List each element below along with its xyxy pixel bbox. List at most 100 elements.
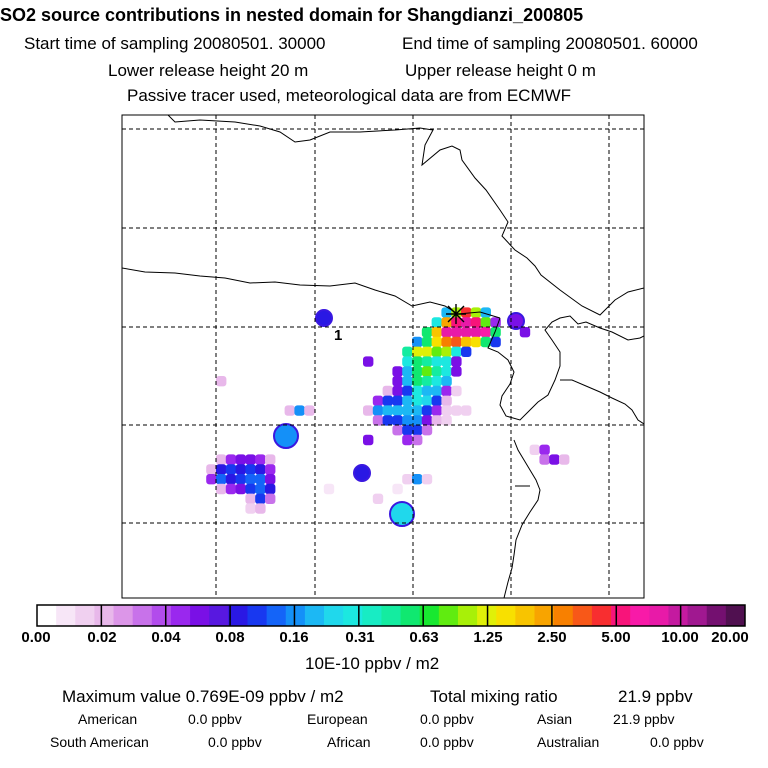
field-cell: [294, 405, 305, 416]
coastline-liaodong: [560, 379, 644, 425]
field-cell: [421, 327, 433, 338]
colorbar-segment: [209, 605, 229, 626]
colorbar-segment: [37, 605, 57, 626]
field-cell: [490, 327, 501, 338]
region-asian-value: 21.9 ppbv: [613, 711, 675, 727]
field-cell: [461, 327, 472, 338]
field-cell: [284, 405, 295, 416]
end-time-label: End time of sampling 20080501. 60000: [402, 34, 698, 53]
colorbar-tick-label: 0.00: [21, 629, 51, 646]
colorbar-segment: [324, 605, 344, 626]
field-cell: [255, 503, 266, 514]
station-marker: [446, 304, 466, 324]
colorbar-segment: [668, 605, 688, 626]
colorbar-segment: [687, 605, 708, 626]
colorbar-tick-label: 5.00: [601, 629, 631, 646]
colorbar-tick-label: 10.00: [661, 629, 699, 646]
field-cell: [539, 444, 550, 455]
field-cell: [421, 415, 433, 426]
field-cell: [245, 483, 256, 495]
field-cell: [245, 493, 256, 504]
field-cell: [549, 454, 560, 465]
field-cell: [529, 444, 540, 455]
field-cell: [216, 376, 227, 387]
field-cell: [480, 327, 491, 338]
field-cell: [392, 376, 403, 387]
station-number: 1: [334, 327, 342, 344]
colorbar-segment: [400, 605, 421, 626]
hot-spot: [389, 501, 415, 527]
colorbar-segment: [725, 605, 746, 626]
colorbar-segment: [630, 605, 650, 626]
field-cell: [402, 346, 413, 357]
colorbar-segment: [132, 605, 153, 626]
colorbar-segment: [75, 605, 95, 626]
coastlines: [122, 115, 644, 598]
field-cell: [206, 474, 217, 485]
field-cell: [421, 385, 433, 397]
field-cell: [412, 356, 423, 367]
region-european-value: 0.0 ppbv: [420, 711, 474, 727]
field-cell: [559, 454, 570, 465]
field-cell: [392, 425, 403, 436]
field-cell: [304, 405, 315, 416]
field-cell: [461, 307, 472, 318]
field-cell: [216, 454, 227, 465]
field-cell: [431, 366, 442, 377]
field-cell: [255, 454, 266, 465]
field-cell: [412, 376, 423, 387]
field-cell: [441, 317, 452, 328]
field-cell: [206, 464, 217, 475]
maximum-value-label: Maximum value 0.769E-09 ppbv / m2: [62, 687, 344, 706]
field-cell: [255, 493, 266, 504]
field-cell: [519, 327, 531, 338]
colorbar-segment: [515, 605, 535, 626]
colorbar-segment: [190, 605, 210, 626]
border-line: [122, 267, 501, 319]
field-cell: [451, 346, 462, 357]
field-cell: [421, 376, 433, 387]
colorbar-segment: [706, 605, 727, 626]
field-cell: [392, 483, 403, 495]
hot-spot: [507, 312, 525, 330]
coastline-bohai: [487, 315, 644, 421]
field-cell: [539, 454, 550, 465]
field-cell: [265, 464, 276, 475]
field-cell: [412, 385, 423, 397]
field-cell: [225, 483, 237, 495]
colorbar-segment: [151, 605, 172, 626]
field-cell: [441, 376, 452, 387]
colorbar-segment: [438, 605, 459, 626]
field-cell: [363, 356, 374, 367]
colorbar-tick-label: 1.25: [473, 629, 503, 646]
region-asian: Asian: [537, 711, 573, 727]
field-cell: [431, 405, 442, 416]
field-cell: [421, 405, 433, 416]
field-cell: [421, 346, 433, 357]
field-cell: [412, 474, 423, 485]
field-cell: [431, 336, 442, 348]
field-cell: [245, 454, 256, 465]
region-australian: Australian: [537, 734, 600, 750]
field-cell: [392, 385, 403, 397]
field-cell: [392, 395, 403, 406]
field-cell: [480, 307, 491, 318]
lat-lon-grid: [122, 115, 644, 598]
field-cell: [392, 415, 403, 426]
field-cell: [441, 366, 452, 377]
colorbar: [36, 604, 746, 627]
colorbar-tick-label: 0.63: [409, 629, 439, 646]
field-cell: [402, 385, 413, 397]
field-cell: [480, 317, 491, 328]
field-cell: [461, 317, 472, 328]
field-cell: [490, 336, 501, 348]
field-cell: [412, 405, 423, 416]
field-cell: [382, 415, 393, 426]
hot-spot: [315, 309, 333, 327]
colorbar-tick-label: 20.00: [711, 629, 749, 646]
field-cell: [421, 336, 433, 348]
start-time-label: Start time of sampling 20080501. 30000: [24, 34, 326, 53]
field-cell: [265, 493, 276, 504]
colorbar-segment: [496, 605, 516, 626]
